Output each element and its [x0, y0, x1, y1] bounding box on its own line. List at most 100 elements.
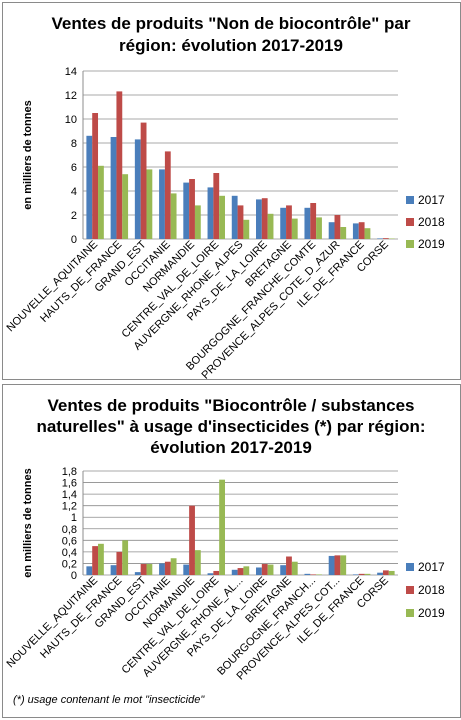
bar-2018 — [382, 238, 389, 239]
bar-2018 — [286, 556, 292, 575]
bar-2017 — [352, 574, 359, 575]
chart-title-line: région: évolution 2017-2019 — [119, 36, 343, 55]
y-tick-label: 1 — [71, 512, 77, 524]
y-tick-label: 0 — [71, 570, 77, 582]
legend-label: 2019 — [418, 237, 445, 251]
y-tick-label: 6 — [71, 162, 77, 174]
bar-2017 — [280, 207, 287, 239]
y-tick-label: 2 — [71, 210, 77, 222]
y-axis-label: en milliers de tonnes — [22, 100, 34, 209]
bar-2018 — [358, 222, 365, 239]
bar-2018 — [164, 151, 171, 239]
bar-2018 — [189, 505, 195, 575]
legend-label: 2018 — [418, 583, 445, 597]
bar-2019 — [291, 218, 298, 239]
bar-2017 — [183, 564, 190, 575]
bar-2018 — [92, 113, 99, 239]
bar-2019 — [170, 558, 177, 575]
chart-title-line: naturelles" à usage d'insecticides (*) p… — [36, 417, 425, 436]
y-tick-label: 0,2 — [62, 558, 77, 570]
bar-2019 — [170, 193, 177, 239]
y-tick-label: 0,6 — [62, 535, 77, 547]
bar-2017 — [86, 566, 93, 575]
bar-2018 — [116, 91, 123, 240]
bar-2018 — [334, 215, 341, 239]
bar-2018 — [237, 205, 244, 239]
bar-2019 — [316, 574, 322, 575]
y-tick-label: 1,2 — [62, 501, 77, 513]
bar-2017 — [231, 195, 238, 239]
y-tick-label: 0 — [71, 234, 77, 246]
y-tick-label: 14 — [65, 66, 77, 78]
y-tick-label: 8 — [71, 138, 77, 150]
bar-2017 — [304, 573, 311, 575]
legend-swatch — [406, 586, 414, 594]
legend-swatch — [406, 218, 414, 226]
bar-2018 — [310, 574, 317, 575]
bar-2017 — [231, 569, 238, 575]
bar-2017 — [134, 572, 141, 575]
chart-panel-non-biocontrole: Ventes de produits "Non de biocontrôle" … — [2, 2, 461, 380]
bar-2017 — [304, 207, 311, 239]
legend-swatch — [406, 563, 414, 571]
legend-swatch — [406, 609, 414, 617]
bar-2018 — [213, 570, 220, 575]
footnote: (*) usage contenant le mot "insecticide" — [13, 694, 205, 706]
bar-2019 — [340, 227, 347, 239]
chart-biocontrole-insecticides: Ventes de produits "Biocontrôle / substa… — [4, 396, 445, 706]
bar-2019 — [98, 165, 104, 239]
legend-swatch — [406, 196, 414, 204]
bar-2018 — [92, 546, 99, 575]
bar-2017 — [207, 187, 214, 239]
bar-2019 — [267, 213, 274, 239]
bar-2017 — [207, 573, 214, 575]
y-tick-label: 0,4 — [62, 547, 77, 559]
bar-2019 — [364, 573, 371, 575]
y-tick-label: 4 — [71, 186, 77, 198]
bar-2019 — [146, 564, 153, 575]
bar-2018 — [310, 203, 317, 239]
x-tick-label: NOUVELLE_AQUITAINE — [4, 239, 100, 335]
bar-2018 — [358, 573, 365, 575]
bar-2019 — [122, 174, 129, 239]
bar-2019 — [122, 540, 129, 575]
bar-2019 — [98, 543, 104, 575]
bar-2017 — [280, 565, 287, 575]
bar-2017 — [256, 567, 262, 575]
bar-2017 — [110, 137, 117, 239]
bar-2018 — [261, 564, 268, 575]
chart-title-line: Ventes de produits "Non de biocontrôle" … — [52, 14, 411, 33]
legend-label: 2018 — [418, 215, 445, 229]
chart-non-biocontrole: Ventes de produits "Non de biocontrôle" … — [4, 14, 445, 379]
bar-2017 — [134, 139, 141, 239]
bar-2019 — [243, 566, 250, 575]
bar-2018 — [261, 198, 268, 239]
bar-2019 — [194, 205, 201, 239]
chart-title-line: Ventes de produits "Biocontrôle / substa… — [47, 396, 414, 415]
bar-2017 — [377, 238, 383, 239]
chart-title-line: évolution 2017-2019 — [150, 438, 312, 457]
legend-label: 2017 — [418, 560, 445, 574]
bar-2017 — [159, 169, 165, 239]
bar-2017 — [183, 182, 190, 239]
bar-2018 — [334, 555, 341, 575]
bar-2019 — [267, 564, 274, 575]
bar-2018 — [189, 179, 195, 239]
y-tick-label: 10 — [65, 114, 77, 126]
bar-2017 — [352, 223, 359, 239]
bar-2018 — [213, 173, 220, 239]
bar-2018 — [237, 568, 244, 575]
bar-2018 — [140, 564, 147, 575]
bar-2019 — [388, 570, 395, 575]
bar-2017 — [159, 563, 165, 575]
y-tick-label: 12 — [65, 90, 77, 102]
bar-2018 — [140, 122, 147, 239]
bar-2019 — [340, 555, 347, 575]
bar-2019 — [291, 561, 298, 575]
legend-label: 2017 — [418, 193, 445, 207]
bar-2018 — [382, 570, 389, 575]
y-tick-label: 1,8 — [62, 466, 77, 478]
bar-2019 — [364, 228, 371, 239]
bar-2017 — [328, 555, 335, 575]
bar-2017 — [256, 199, 262, 239]
